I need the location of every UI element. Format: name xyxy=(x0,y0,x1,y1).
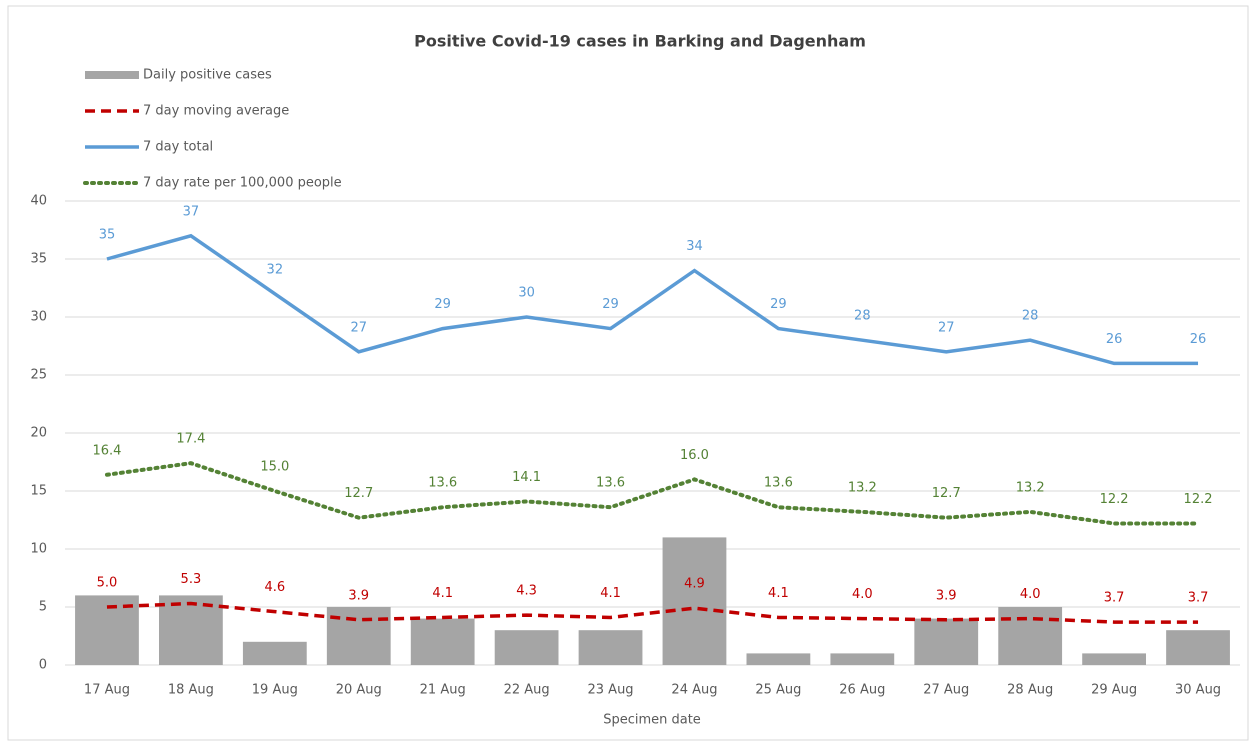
data-label: 32 xyxy=(267,262,284,277)
data-label: 26 xyxy=(1106,332,1123,347)
data-label: 4.3 xyxy=(516,584,537,599)
x-tick-label: 18 Aug xyxy=(168,683,214,698)
data-label: 12.2 xyxy=(1184,492,1213,507)
x-tick-label: 27 Aug xyxy=(923,683,969,698)
chart-title: Positive Covid-19 cases in Barking and D… xyxy=(414,32,866,51)
bar xyxy=(746,653,811,665)
data-label: 34 xyxy=(686,239,703,254)
data-label: 35 xyxy=(99,228,116,243)
data-label: 4.6 xyxy=(264,580,285,595)
legend-swatch xyxy=(85,71,139,79)
legend-label: 7 day moving average xyxy=(143,104,289,119)
y-tick-label: 20 xyxy=(30,426,47,441)
data-label: 13.2 xyxy=(848,480,877,495)
bar xyxy=(914,618,979,665)
data-label: 12.2 xyxy=(1100,492,1129,507)
data-label: 27 xyxy=(350,320,367,335)
bar xyxy=(578,630,643,665)
data-label: 3.9 xyxy=(348,588,369,603)
x-tick-label: 22 Aug xyxy=(504,683,550,698)
y-tick-label: 15 xyxy=(30,484,47,499)
x-tick-label: 24 Aug xyxy=(671,683,717,698)
y-tick-label: 0 xyxy=(39,658,47,673)
data-label: 3.9 xyxy=(936,588,957,603)
y-tick-label: 25 xyxy=(30,368,47,383)
x-tick-label: 30 Aug xyxy=(1175,683,1221,698)
x-tick-label: 21 Aug xyxy=(420,683,466,698)
data-label: 12.7 xyxy=(344,486,373,501)
bar xyxy=(159,595,223,665)
x-axis-title: Specimen date xyxy=(603,713,701,728)
data-label: 17.4 xyxy=(176,432,205,447)
data-label: 16.4 xyxy=(92,443,121,458)
x-tick-label: 25 Aug xyxy=(755,683,801,698)
y-tick-label: 30 xyxy=(30,310,47,325)
data-label: 4.1 xyxy=(768,586,789,601)
x-tick-label: 29 Aug xyxy=(1091,683,1137,698)
data-label: 37 xyxy=(183,204,200,219)
bar xyxy=(1166,630,1230,665)
x-tick-label: 20 Aug xyxy=(336,683,382,698)
data-label: 30 xyxy=(518,286,535,301)
data-label: 5.0 xyxy=(97,576,118,591)
data-label: 4.1 xyxy=(432,586,453,601)
bar xyxy=(1082,653,1146,665)
data-label: 29 xyxy=(770,297,787,312)
bar xyxy=(410,618,475,665)
y-tick-label: 40 xyxy=(30,194,47,209)
y-tick-label: 5 xyxy=(39,600,47,615)
x-tick-label: 28 Aug xyxy=(1007,683,1053,698)
data-label: 28 xyxy=(1022,309,1039,324)
bar xyxy=(326,607,391,665)
data-label: 4.9 xyxy=(684,577,705,592)
data-label: 29 xyxy=(602,297,619,312)
y-tick-label: 10 xyxy=(30,542,47,557)
line-series xyxy=(104,461,1201,526)
data-label: 28 xyxy=(854,309,871,324)
legend-label: 7 day rate per 100,000 people xyxy=(143,176,342,191)
bar xyxy=(662,537,727,665)
data-label: 4.0 xyxy=(852,587,873,602)
data-label: 13.2 xyxy=(1016,480,1045,495)
data-label: 3.7 xyxy=(1104,591,1125,606)
y-tick-label: 35 xyxy=(30,252,47,267)
legend-label: Daily positive cases xyxy=(143,68,272,83)
bar xyxy=(830,653,895,665)
data-label: 13.6 xyxy=(596,476,625,491)
bar xyxy=(998,607,1063,665)
line-series xyxy=(106,601,1199,624)
x-tick-label: 23 Aug xyxy=(588,683,634,698)
data-label: 15.0 xyxy=(260,460,289,475)
x-tick-label: 19 Aug xyxy=(252,683,298,698)
bar xyxy=(494,630,559,665)
legend-label: 7 day total xyxy=(143,140,213,155)
data-label: 13.6 xyxy=(428,476,457,491)
x-tick-label: 17 Aug xyxy=(84,683,130,698)
bar xyxy=(242,641,307,665)
data-label: 16.0 xyxy=(680,448,709,463)
data-label: 5.3 xyxy=(181,572,202,587)
line-series xyxy=(106,233,1199,366)
data-label: 27 xyxy=(938,320,955,335)
data-label: 3.7 xyxy=(1188,591,1209,606)
data-label: 4.1 xyxy=(600,586,621,601)
x-tick-label: 26 Aug xyxy=(839,683,885,698)
data-label: 12.7 xyxy=(932,486,961,501)
data-label: 4.0 xyxy=(1020,587,1041,602)
data-label: 14.1 xyxy=(512,470,541,485)
data-label: 29 xyxy=(434,297,451,312)
data-label: 13.6 xyxy=(764,476,793,491)
data-label: 26 xyxy=(1190,332,1207,347)
